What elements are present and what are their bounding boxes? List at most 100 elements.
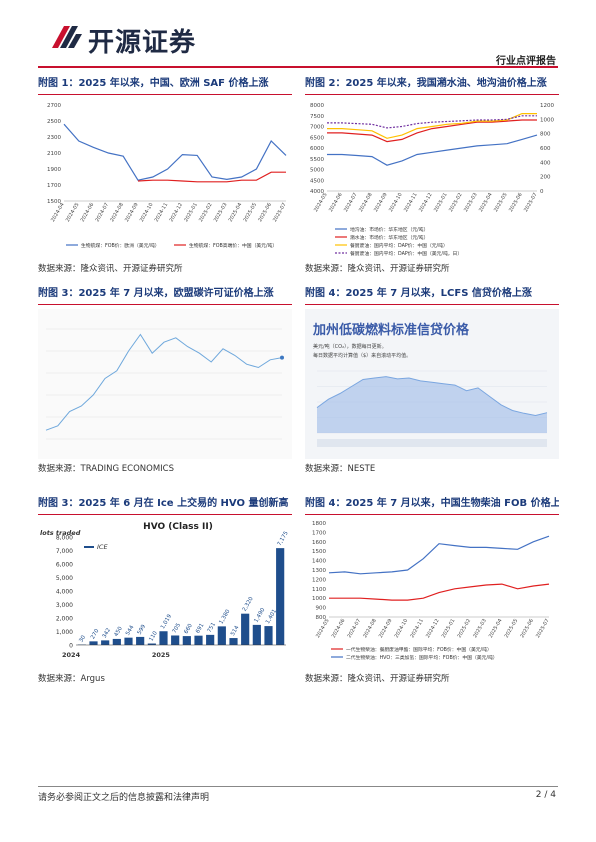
y2-tick-label: 400 xyxy=(540,160,551,166)
neste-chart-title: 加州低碳燃料标准信贷价格 xyxy=(313,323,470,338)
y2-tick-label: 1000 xyxy=(540,117,554,123)
y-tick-label: 8000 xyxy=(310,103,324,109)
bar-data-label: 599 xyxy=(137,623,148,636)
figure-6-chart: 800 900 1000 1100 1200 1300 1400 1500 1600 1700 18… xyxy=(305,519,559,669)
figure-source: 数据来源：隆众资讯、开源证券研究所 xyxy=(305,674,450,684)
bar xyxy=(124,637,133,645)
y-tick-label: 4,000 xyxy=(56,589,73,596)
x-tick-label: 2024-11 xyxy=(154,202,170,223)
figure-source: 数据来源：TRADING ECONOMICS xyxy=(38,464,174,474)
figure-3: 附图 3：2025 年 7 月以来，欧盟碳许可证价格上涨 数据来源：TRADIN… xyxy=(38,286,292,474)
page-number: 2 / 4 xyxy=(535,790,556,800)
x-tick-label: 2024-09 xyxy=(373,192,389,213)
x-tick-label: 2024-12 xyxy=(425,618,441,639)
bar xyxy=(206,634,215,645)
title-rule xyxy=(38,514,292,515)
x-tick-label: 2025-01 xyxy=(441,618,457,639)
x-tick-label: 2025-07 xyxy=(272,202,288,223)
x-tick-label: 2024-08 xyxy=(358,192,374,213)
x-tick-label: 2024-08 xyxy=(109,202,125,223)
x-tick-label: 2024-07 xyxy=(94,202,110,223)
legend-label: 地沟油：市场价：华东地区（元/吨） xyxy=(350,226,428,233)
bar xyxy=(171,635,180,645)
legend-label: 生物航煤：FOB价：欧洲（美元/吨） xyxy=(81,242,160,249)
footer-rule xyxy=(38,786,558,787)
y-tick-label: 1600 xyxy=(312,540,326,546)
title-rule xyxy=(38,94,292,95)
series-line xyxy=(137,171,286,183)
y-axis-label: lots traded xyxy=(40,529,81,537)
figure-title: 附图 2：2025 年以来，我国潲水油、地沟油价格上涨 xyxy=(305,78,547,89)
y-tick-label: 1100 xyxy=(312,587,326,593)
y-tick-label: 2700 xyxy=(47,103,61,109)
year-label: 2025 xyxy=(152,651,171,659)
title-rule xyxy=(38,304,292,305)
figure-5: 附图 3：2025 年 6 月在 Ice 上交易的 HVO 量创新高 HVO (… xyxy=(38,496,292,684)
y-tick-label: 1700 xyxy=(47,183,61,189)
series-line xyxy=(327,113,537,139)
x-tick-label: 2024-09 xyxy=(124,202,140,223)
figure-title: 附图 3：2025 年 7 月以来，欧盟碳许可证价格上涨 xyxy=(38,288,274,299)
x-tick-label: 2025-05 xyxy=(493,192,509,213)
bar xyxy=(229,638,238,645)
x-tick-label: 2024-10 xyxy=(388,192,404,213)
neste-note: 每日数据平均计算值（$）来自滚动平均值。 xyxy=(313,353,412,359)
x-tick-label: 2024-07 xyxy=(343,192,359,213)
title-rule xyxy=(305,94,559,95)
y-tick-label: 2300 xyxy=(47,135,61,141)
x-tick-label: 2025-02 xyxy=(457,618,473,639)
x-tick-label: 2025-06 xyxy=(257,202,273,223)
figure-source: 数据来源：Argus xyxy=(38,674,105,684)
chart-title: HVO (Class II) xyxy=(143,522,213,532)
x-tick-label: 2025-03 xyxy=(213,202,229,223)
y-tick-label: 7000 xyxy=(310,125,324,131)
x-tick-label: 2024-11 xyxy=(403,192,419,213)
bar-data-label: 7,175 xyxy=(277,530,290,547)
last-point-marker xyxy=(280,355,284,360)
y-tick-label: 6000 xyxy=(310,146,324,152)
y-tick-label: 5500 xyxy=(310,157,324,163)
y-tick-label: 8,000 xyxy=(56,535,73,542)
bar xyxy=(136,636,145,645)
bar-data-label: 342 xyxy=(102,627,112,639)
y-tick-label: 6500 xyxy=(310,135,324,141)
year-label: 2024 xyxy=(62,651,81,659)
x-tick-label: 2025-03 xyxy=(472,618,488,639)
figure-2: 附图 2：2025 年以来，我国潲水油、地沟油价格上涨 4000 4500 5000… xyxy=(305,76,559,274)
y-tick-label: 5,000 xyxy=(56,575,73,582)
x-tick-label: 2024-08 xyxy=(362,618,378,639)
y-tick-label: 2100 xyxy=(47,151,61,157)
bar xyxy=(182,636,191,645)
x-tick-label: 2024-06 xyxy=(331,618,347,639)
y-tick-label: 1,000 xyxy=(56,629,73,636)
bar xyxy=(147,643,156,645)
bar-data-label: 691 xyxy=(195,623,205,635)
bar-data-label: 30 xyxy=(78,634,87,643)
y-tick-label: 1900 xyxy=(47,167,61,173)
x-tick-label: 2025-01 xyxy=(183,202,199,223)
x-tick-label: 2025-06 xyxy=(519,618,535,639)
y2-tick-label: 600 xyxy=(540,146,551,152)
y-tick-label: 3,000 xyxy=(56,602,73,609)
x-tick-label: 2025-02 xyxy=(198,202,214,223)
y-tick-label: 1800 xyxy=(312,521,326,527)
y2-tick-label: 0 xyxy=(540,189,544,195)
x-tick-label: 2024-06 xyxy=(80,202,96,223)
x-tick-label: 2024-12 xyxy=(168,202,184,223)
figure-6: 附图 4：2025 年 7 月以来，中国生物柴油 FOB 价格上涨 800 900… xyxy=(305,496,559,684)
waste-oil-price-chart: 4000 4500 5000 5500 6000 6500 7000 7500 8000 0 200… xyxy=(310,103,554,257)
legend-label: 餐厨废油：国内平均：DAP价：中国（美元/吨，日） xyxy=(350,250,462,257)
x-tick-label: 2024-10 xyxy=(394,618,410,639)
x-tick-label: 2025-04 xyxy=(228,202,244,223)
x-tick-label: 2025-05 xyxy=(504,618,520,639)
bar-data-label: 1,380 xyxy=(218,608,231,625)
bar-data-label: 660 xyxy=(183,623,194,636)
figure-4-chart: 加州低碳燃料标准信贷价格 美元/吨（CO₂），数据每日更新。 每日数据平均计算值… xyxy=(305,309,559,459)
y2-tick-label: 200 xyxy=(540,175,551,181)
report-type: 行业点评报告 xyxy=(496,56,556,67)
bar-data-label: 705 xyxy=(172,622,183,635)
hvo-volume-chart: HVO (Class II) lots traded 0 1,000 2,000 3,00… xyxy=(40,522,290,659)
y-tick-label: 6,000 xyxy=(56,562,73,569)
x-tick-label: 2024-06 xyxy=(328,192,344,213)
bar xyxy=(159,631,168,645)
